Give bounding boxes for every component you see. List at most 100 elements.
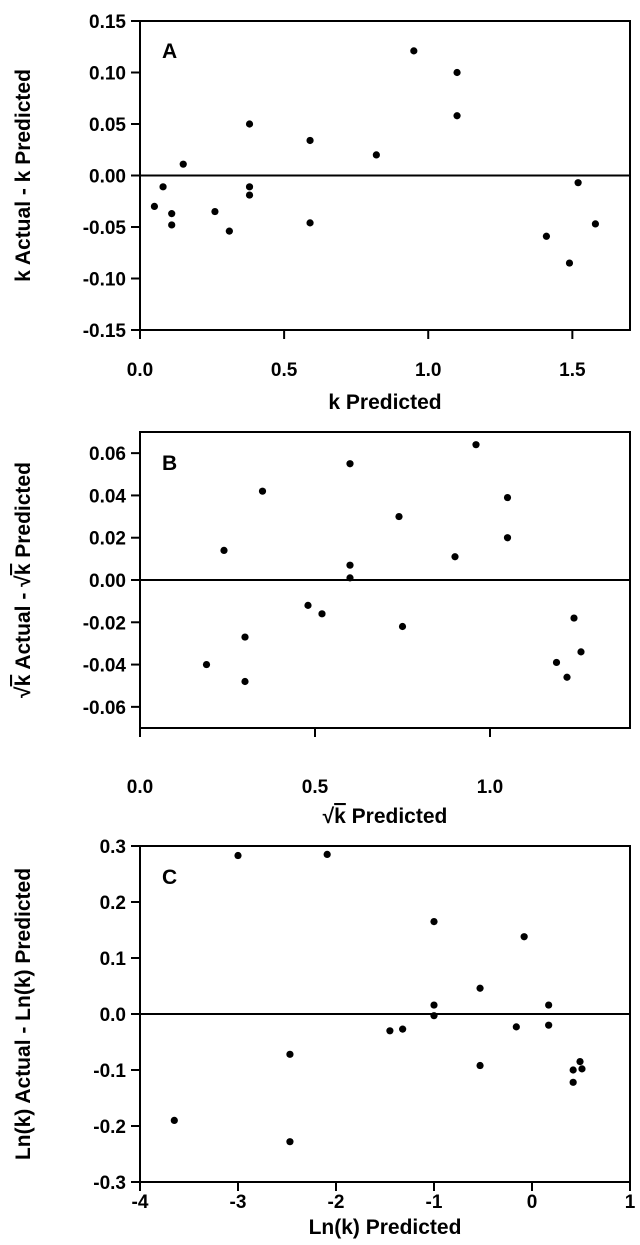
y-tick-label: -0.2 (93, 1117, 126, 1138)
data-point (386, 1027, 394, 1035)
data-point (245, 191, 254, 199)
data-point (577, 648, 585, 656)
data-point (451, 553, 459, 561)
data-point (542, 232, 551, 240)
data-point (245, 183, 254, 191)
data-point (211, 207, 219, 216)
x-tick-label: 1.5 (559, 360, 586, 381)
y-tick-label: -0.06 (83, 698, 126, 719)
x-tick-label: -4 (132, 1192, 149, 1213)
y-tick-label: 0.15 (89, 12, 126, 33)
x-axis-title: Ln(k) Predicted (309, 1216, 462, 1239)
data-point (202, 660, 211, 669)
data-point (304, 601, 312, 609)
data-point (545, 1001, 553, 1009)
data-point (323, 850, 331, 859)
x-tick-label: 0.0 (127, 360, 153, 381)
data-point (168, 221, 176, 229)
panel-label: B (162, 452, 177, 475)
data-point (306, 136, 314, 145)
data-point (430, 1012, 438, 1020)
data-point (398, 622, 407, 631)
y-tick-label: -0.3 (93, 1173, 126, 1194)
data-point (241, 677, 249, 686)
panel-label: A (162, 40, 177, 63)
y-tick-label: 0.00 (89, 571, 126, 592)
data-point (591, 220, 600, 228)
y-tick-label: -0.04 (83, 656, 127, 677)
x-tick-label: 1 (625, 1192, 636, 1213)
y-tick-label: -0.02 (83, 613, 126, 634)
y-tick-label: 0.02 (89, 529, 126, 550)
data-point (520, 933, 528, 941)
y-tick-label: -0.15 (83, 321, 127, 342)
y-axis-title: k Actual - k Predicted (12, 69, 35, 282)
chart-panel-c: -0.3 -0.2 -0.1 0.0 0.1 0.2 0.3 -4 -3 -2 -1 0 1 C Ln(k)… (12, 837, 636, 1239)
data-point (225, 227, 233, 235)
x-axis-title: k Predicted (328, 391, 441, 414)
data-point (179, 160, 187, 168)
panel-label: C (162, 866, 177, 889)
y-tick-label: 0.00 (89, 167, 126, 188)
data-point (346, 561, 354, 569)
y-tick-label: 0.06 (89, 444, 126, 465)
x-tick-label: -2 (328, 1192, 345, 1213)
data-point (346, 574, 354, 582)
y-axis-title: Ln(k) Actual - Ln(k) Predicted (12, 868, 35, 1160)
data-point (399, 1025, 407, 1033)
y-tick-label: -0.05 (83, 218, 127, 239)
data-point (241, 633, 249, 641)
x-tick-label: 0.5 (271, 360, 298, 381)
data-point (286, 1138, 294, 1146)
data-point (512, 1023, 520, 1031)
data-point (234, 851, 242, 860)
x-tick-label: -3 (230, 1192, 247, 1213)
y-tick-label: 0.0 (100, 1005, 126, 1026)
x-tick-label: 1.0 (415, 360, 441, 381)
data-point (159, 183, 167, 191)
data-point (563, 673, 571, 681)
data-point (476, 1061, 484, 1070)
data-point (476, 984, 484, 992)
data-point (545, 1021, 553, 1029)
data-point (245, 120, 254, 128)
data-point (170, 1116, 178, 1124)
y-tick-label: 0.2 (100, 893, 126, 914)
data-point (168, 210, 176, 218)
data-point (569, 1066, 577, 1074)
chart-panel-b: -0.06 -0.04 -0.02 0.00 0.02 0.04 0.06 0.0 0.5 1.0… (12, 431, 631, 828)
y-tick-label: 0.3 (100, 837, 126, 858)
y-axis-title: √k Actual - √k Predicted (12, 462, 35, 698)
data-point (578, 1065, 586, 1073)
data-point (286, 1050, 294, 1058)
y-tick-label: 0.05 (89, 115, 126, 136)
chart-panel-a: -0.15 -0.10 -0.05 0.00 0.05 0.10 0.15 0.0 0.5 1.0… (12, 12, 631, 414)
data-point (565, 259, 574, 267)
data-point (150, 202, 159, 210)
data-point (306, 219, 314, 227)
data-point (574, 179, 582, 187)
data-point (570, 614, 578, 622)
data-point (503, 493, 512, 502)
data-point (318, 610, 326, 618)
data-point (220, 546, 228, 555)
y-tick-label: 0.04 (89, 486, 126, 507)
data-point (503, 534, 512, 542)
data-point (395, 512, 403, 521)
data-point (258, 487, 267, 495)
y-tick-label: 0.10 (89, 64, 126, 85)
data-point (453, 112, 461, 120)
x-tick-label: -1 (426, 1192, 443, 1213)
data-point (576, 1058, 584, 1066)
data-point (430, 918, 438, 926)
y-tick-label: 0.1 (100, 949, 127, 970)
data-point (346, 460, 354, 468)
x-tick-label: 0.5 (302, 777, 329, 798)
x-tick-label: 1.0 (477, 777, 503, 798)
data-point (372, 151, 380, 159)
data-point (472, 441, 480, 449)
data-point (552, 658, 561, 667)
x-tick-label: 0.0 (127, 777, 153, 798)
data-point (410, 47, 418, 55)
